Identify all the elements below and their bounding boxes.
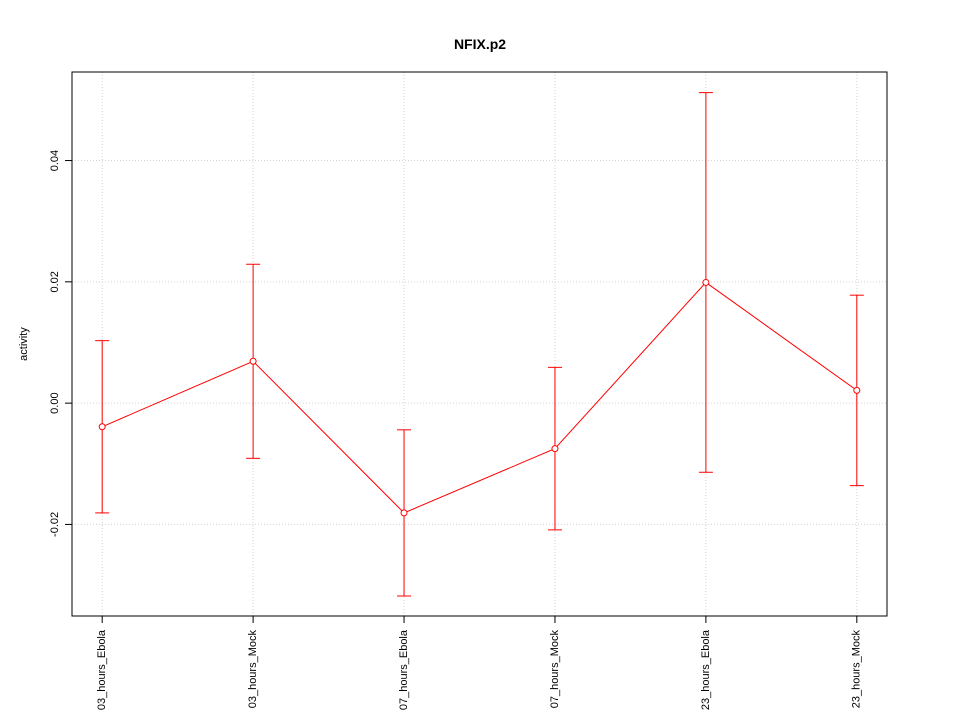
- plot-frame: [71, 71, 888, 617]
- chart-title: NFIX.p2: [454, 36, 506, 52]
- x-tick-label: 07_hours_Ebola: [398, 629, 410, 710]
- data-point: [702, 278, 710, 286]
- x-tick-label: 23_hours_Ebola: [700, 629, 712, 710]
- y-tick-label: 0.02: [49, 271, 61, 292]
- data-point: [400, 509, 408, 517]
- y-axis-label: activity: [18, 327, 30, 361]
- x-tick-label: 23_hours_Mock: [851, 630, 863, 709]
- data-point: [98, 423, 106, 431]
- y-tick-label: 0.00: [49, 392, 61, 413]
- x-tick-label: 07_hours_Mock: [549, 630, 561, 709]
- data-point: [853, 386, 861, 394]
- x-tick-label: 03_hours_Ebola: [96, 629, 108, 710]
- data-line: [101, 281, 858, 514]
- y-tick-label: -0.02: [49, 512, 61, 537]
- x-tick-label: 03_hours_Mock: [247, 630, 259, 709]
- data-point: [551, 445, 559, 453]
- data-point: [249, 357, 257, 365]
- y-tick-label: 0.04: [49, 150, 61, 171]
